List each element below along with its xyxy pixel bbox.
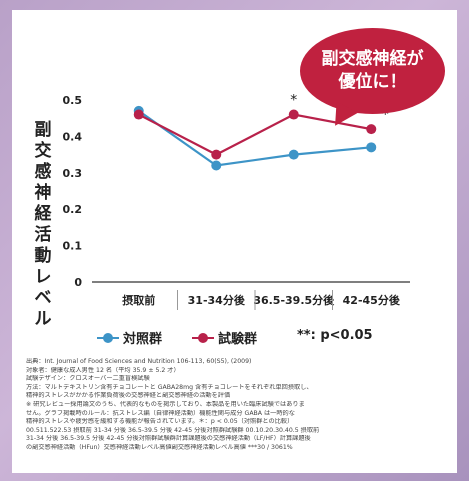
footnotes: 出典：Int. Journal of Food Sciences and Nut… [26,358,446,453]
footnote-line: ※ 研究レビュー採用論文のうち、代表的なものを掲示しており、本製品を用いた臨床試… [26,400,305,408]
footnote-line: 出典：Int. Journal of Food Sciences and Nut… [26,358,252,365]
footnote-line: せん。グラフ掲載時のルール：抗ストレス編（自律神経活動）機能性関与成分 GABA… [26,409,295,417]
y-tick-label: 0.4 [63,130,83,143]
footnote-line: 方法：マルトデキストリン含有チョコレートと GABA28mg 含有チョコレートを… [26,383,313,391]
y-tick-label: 0 [74,276,82,289]
footnote-line: 31-34 分後 36.5-39.5 分後 42-45 分後対照群試験群計算課題… [26,435,311,443]
callout-line-2: 優位に！ [338,72,407,92]
significance-note: **: p<0.05 [297,328,373,343]
chart-panel: 0 0.1 0.2 0.3 0.4 0.5 摂取前 31-34分後 36.5-39.5分後 42-… [12,10,457,473]
significance-marker: * [382,107,389,123]
y-tick-label: 0.1 [63,240,83,253]
y-tick-label: 0.5 [63,94,83,107]
line-chart: 0 0.1 0.2 0.3 0.4 0.5 摂取前 31-34分後 36.5-39.5分後 42-… [63,93,410,310]
footnote-line: 対象者：健康な成人男性 12 名（平均 35.9 ± 5.2 才） [26,366,180,374]
x-tick-label: 摂取前 [122,293,155,307]
y-tick-label: 0.3 [63,167,83,180]
data-point-control [366,142,377,153]
significance-marker: * [290,93,297,109]
legend: 対照群 試験群 **: p<0.05 [97,328,417,352]
legend-label-test: 試験群 [218,332,258,347]
legend-item-test: 試験群 [192,328,257,347]
y-tick-label: 0.2 [63,203,83,216]
legend-swatch-test [192,332,214,343]
callout-line-1: 副交感神経が [321,49,424,69]
x-tick-label: 42-45分後 [343,293,401,307]
footnote-line: 00.511.522.53 摂取前 31-34 分後 36.5-39.5 分後 … [26,426,320,434]
footnote-line: 精神的ストレスや疲労感を緩和する機能が報告されています。＊：p < 0.05（対… [26,418,294,426]
x-tick-label: 31-34分後 [188,293,246,307]
data-point-control [288,149,299,160]
footnote-line: の副交感神経活動（HFun）交感神経活動レベル高値副交感神経活動レベル高値 **… [26,443,293,451]
series-line-control [138,110,372,167]
data-point-test [133,109,144,120]
footnote-line: 試験デザイン：クロスオーバー二重盲検試験 [26,375,150,383]
legend-item-control: 対照群 [97,328,162,347]
data-point-test [366,124,377,135]
legend-label-control: 対照群 [123,332,163,347]
footnote-line: 精神的ストレスがかかる作業負荷後の交感神経と副交感神経の活動を評価 [26,392,231,400]
data-point-test [288,109,299,120]
y-axis-label: 副交感神経活動レベル [34,120,52,329]
legend-swatch-control [97,332,119,343]
data-point-test [211,149,222,160]
data-point-control [211,160,222,171]
x-tick-label: 36.5-39.5分後 [253,293,335,307]
callout-bubble: 副交感神経が 優位に！ [300,28,445,114]
